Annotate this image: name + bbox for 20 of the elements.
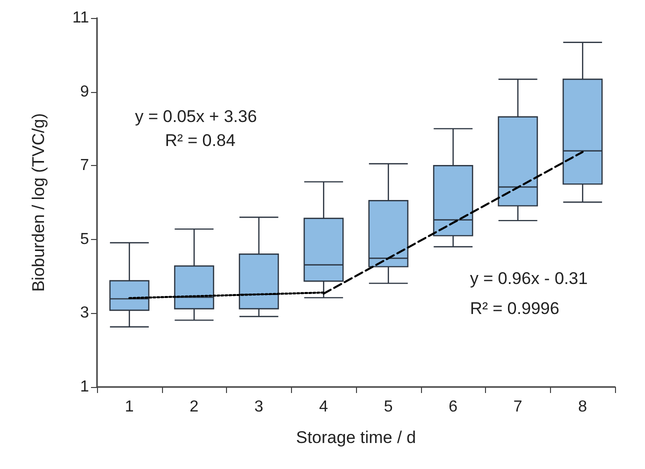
- annotation: R² = 0.9996: [470, 299, 560, 318]
- y-axis-title: Bioburden / log (TVC/g): [29, 113, 48, 292]
- y-tick-label: 7: [80, 157, 90, 174]
- x-axis-title: Storage time / d: [296, 428, 416, 447]
- x-tick-label: 4: [319, 398, 328, 416]
- annotation: R² = 0.84: [165, 131, 236, 150]
- y-tick-label: 5: [80, 230, 90, 248]
- x-tick-label: 1: [124, 398, 134, 416]
- x-tick-label: 8: [578, 398, 588, 416]
- y-tick-label: 3: [80, 304, 90, 322]
- y-tick-label: 9: [80, 83, 90, 100]
- x-tick-label: 6: [448, 398, 458, 416]
- y-tick-label: 11: [72, 10, 90, 26]
- annotation: y = 0.96x - 0.31: [470, 269, 588, 288]
- y-tick-label: 1: [80, 378, 90, 396]
- annotation: y = 0.05x + 3.36: [135, 107, 257, 126]
- x-tick-label: 5: [384, 398, 393, 416]
- x-tick-label: 7: [513, 398, 522, 416]
- x-tick-label: 3: [254, 398, 264, 416]
- x-tick-label: 2: [190, 398, 199, 416]
